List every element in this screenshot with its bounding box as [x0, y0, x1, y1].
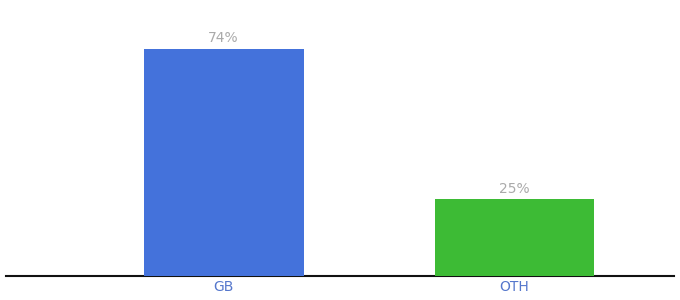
Text: 25%: 25%: [499, 182, 530, 196]
Bar: [435, 199, 594, 276]
Bar: [143, 49, 304, 276]
Text: 74%: 74%: [208, 32, 239, 45]
